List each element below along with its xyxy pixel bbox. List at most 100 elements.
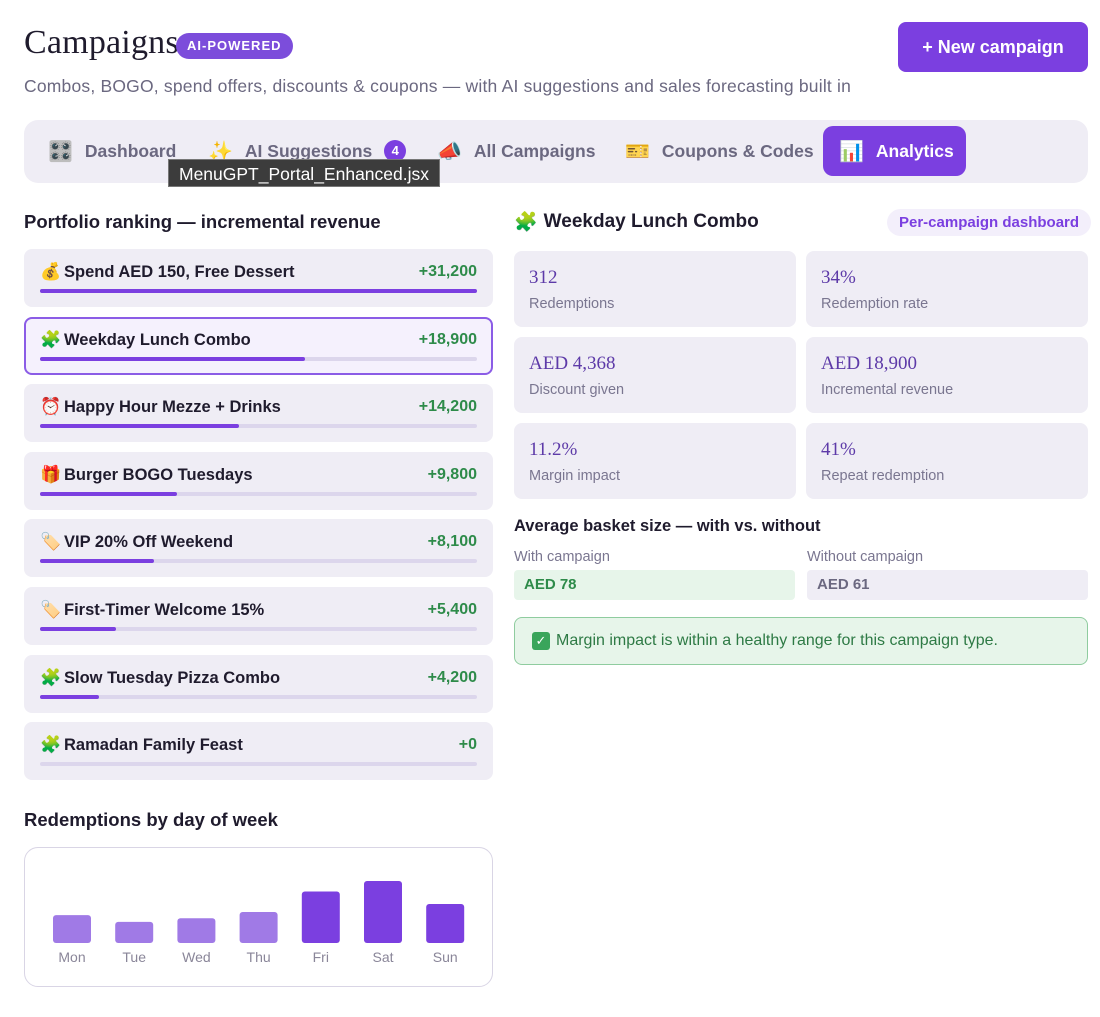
bar-chart-icon: 📊 xyxy=(839,140,864,163)
ranking-item-value: +0 xyxy=(458,736,477,753)
ranking-item-bar xyxy=(40,357,477,361)
metric-card: 312 Redemptions xyxy=(514,251,796,327)
metric-value: 41% xyxy=(821,439,856,460)
metric-value: 11.2% xyxy=(529,439,578,460)
gift-icon: 🎁 xyxy=(40,465,62,484)
suggestions-count-badge: 4 xyxy=(384,140,407,162)
alarm-clock-icon: ⏰ xyxy=(40,397,62,416)
ranking-item-name: Spend AED 150, Free Dessert xyxy=(64,262,295,281)
ranking-item-bar-fill xyxy=(40,695,99,699)
ranking-item-selected[interactable]: 🧩 Weekday Lunch Combo +18,900 xyxy=(24,317,493,375)
ranking-item-value: +31,200 xyxy=(418,263,477,280)
tab-analytics[interactable]: 📊 Analytics xyxy=(823,126,966,176)
ranking-item[interactable]: 🧩 Ramadan Family Feast +0 xyxy=(24,722,493,780)
ticket-icon: 🎫 xyxy=(625,140,650,163)
ranking-item-name: Slow Tuesday Pizza Combo xyxy=(64,668,281,687)
metric-card: 11.2% Margin impact xyxy=(514,423,796,499)
tab-all-campaigns[interactable]: 📣 All Campaigns xyxy=(421,126,611,176)
metric-label: Margin impact xyxy=(529,468,621,484)
ranking-item-bar xyxy=(40,492,477,496)
basket-with-label: With campaign xyxy=(514,549,610,565)
ranking-item[interactable]: ⏰ Happy Hour Mezze + Drinks +14,200 xyxy=(24,384,493,442)
ranking-item-name: Ramadan Family Feast xyxy=(64,735,243,754)
ranking-item-value: +9,800 xyxy=(427,466,477,483)
ranking-item[interactable]: 🏷️ First-Timer Welcome 15% +5,400 xyxy=(24,587,493,645)
ranking-item-value: +8,100 xyxy=(427,533,477,550)
ranking-item[interactable]: 🏷️ VIP 20% Off Weekend +8,100 xyxy=(24,519,493,577)
puzzle-piece-icon: 🧩 xyxy=(40,330,62,349)
check-mark-icon: ✓ xyxy=(532,632,550,650)
campaign-detail-name: Weekday Lunch Combo xyxy=(543,211,759,232)
label-tag-icon: 🏷️ xyxy=(40,532,62,551)
metric-value: AED 18,900 xyxy=(821,353,918,374)
metric-card: AED 18,900 Incremental revenue xyxy=(806,337,1088,413)
ranking-item-name: First-Timer Welcome 15% xyxy=(64,600,265,619)
ranking-item-value: +18,900 xyxy=(418,331,477,348)
chart-bar-thu xyxy=(239,912,278,943)
ranking-item-value: +14,200 xyxy=(418,398,477,415)
ranking-item-bar xyxy=(40,424,477,428)
basket-with-value: AED 78 xyxy=(514,570,795,600)
metric-card: 41% Repeat redemption xyxy=(806,423,1088,499)
ranking-item[interactable]: 💰 Spend AED 150, Free Dessert +31,200 xyxy=(24,249,493,307)
chart-tick-label: Wed xyxy=(182,949,211,965)
campaign-detail-title: 🧩 Weekday Lunch Combo xyxy=(514,210,759,234)
basket-without-label: Without campaign xyxy=(807,549,924,565)
tab-label: All Campaigns xyxy=(473,140,596,161)
metric-label: Redemptions xyxy=(529,296,615,312)
ranking-item-name: Weekday Lunch Combo xyxy=(64,330,251,349)
ranking-item-name: Burger BOGO Tuesdays xyxy=(64,465,253,484)
ranking-item-bar-fill xyxy=(40,289,477,293)
chart-tick-label: Sat xyxy=(372,949,393,965)
chart-tick-label: Sun xyxy=(433,949,458,965)
chart-bar-wed xyxy=(177,918,216,943)
ranking-item-bar-fill xyxy=(40,627,116,631)
ranking-item[interactable]: 🎁 Burger BOGO Tuesdays +9,800 xyxy=(24,452,493,510)
ranking-title: Portfolio ranking — incremental revenue xyxy=(24,211,381,232)
chart-bar-mon xyxy=(53,915,91,943)
chart-bar-sat xyxy=(364,881,402,943)
ranking-item-name: Happy Hour Mezze + Drinks xyxy=(64,397,281,416)
metric-label: Redemption rate xyxy=(821,296,929,312)
ranking-item-bar-fill xyxy=(40,424,239,428)
tab-coupons-codes[interactable]: 🎫 Coupons & Codes xyxy=(609,126,830,176)
metric-value: 312 xyxy=(529,267,558,288)
ai-powered-badge: AI-POWERED xyxy=(176,33,293,59)
megaphone-icon: 📣 xyxy=(437,140,462,163)
metric-value: 34% xyxy=(821,267,856,288)
metric-card: 34% Redemption rate xyxy=(806,251,1088,327)
page-title: Campaigns xyxy=(24,24,179,61)
ranking-item-bar xyxy=(40,627,477,631)
page-subtitle: Combos, BOGO, spend offers, discounts & … xyxy=(24,76,852,96)
metric-label: Discount given xyxy=(529,382,625,398)
metric-label: Repeat redemption xyxy=(821,468,945,484)
puzzle-piece-icon: 🧩 xyxy=(40,735,62,754)
chart-tick-label: Thu xyxy=(247,949,271,965)
new-campaign-button[interactable]: + New campaign xyxy=(898,22,1088,72)
ranking-item-value: +5,400 xyxy=(427,601,477,618)
sparkles-icon: ✨ xyxy=(208,140,233,163)
tab-label: AI Suggestions xyxy=(244,140,373,161)
ranking-item-name: VIP 20% Off Weekend xyxy=(64,532,234,551)
ranking-item-bar-fill xyxy=(40,492,178,496)
money-bag-icon: 💰 xyxy=(40,262,62,281)
ranking-item[interactable]: 🧩 Slow Tuesday Pizza Combo +4,200 xyxy=(24,655,493,713)
ranking-item-value: +4,200 xyxy=(427,669,477,686)
chart-title: Redemptions by day of week xyxy=(24,809,278,830)
per-campaign-badge: Per-campaign dashboard xyxy=(887,209,1092,236)
redemptions-chart-svg: Mon Tue Wed Thu Fri Sat Sun xyxy=(53,881,465,965)
tab-label: Coupons & Codes xyxy=(661,140,814,161)
chart-tick-label: Mon xyxy=(58,949,85,965)
tab-dashboard[interactable]: 🎛️ Dashboard xyxy=(32,126,192,176)
metric-card: AED 4,368 Discount given xyxy=(514,337,796,413)
label-tag-icon: 🏷️ xyxy=(40,600,62,619)
metric-label: Incremental revenue xyxy=(821,382,954,398)
ranking-item-bar xyxy=(40,559,477,563)
chart-bar-sun xyxy=(426,903,465,943)
metric-value: AED 4,368 xyxy=(529,353,616,374)
ranking-item-bar-fill xyxy=(40,559,154,563)
tab-ai-suggestions[interactable]: ✨ AI Suggestions 4 xyxy=(192,126,422,176)
puzzle-piece-icon: 🧩 xyxy=(40,668,62,687)
puzzle-piece-icon: 🧩 xyxy=(514,212,538,233)
tab-bar: 🎛️ Dashboard ✨ AI Suggestions 4 📣 All Ca… xyxy=(24,120,1088,183)
